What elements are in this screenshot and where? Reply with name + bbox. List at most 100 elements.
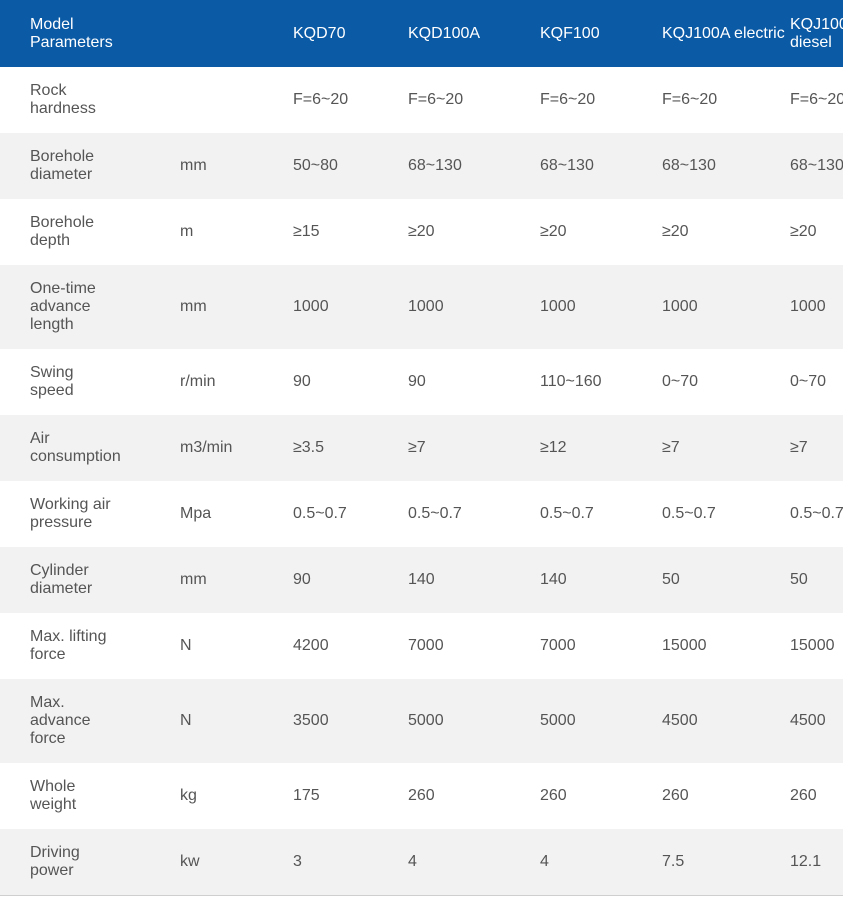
table-cell: 12.1 [790,853,822,870]
table-cell: Max. lifting force [30,628,107,663]
header-cell: KQD70 [293,24,346,42]
table-cell: N [180,712,192,729]
table-cell: 1000 [408,298,444,315]
table-cell: 1000 [293,298,329,315]
table-cell: m [180,223,194,240]
header-row: Model Parameters KQD70 KQD100A KQF100 KQJ100… [0,0,843,67]
table-cell: mm [180,571,207,588]
table-cell: ≥20 [790,223,817,240]
table-cell: 1000 [790,298,826,315]
table-cell: Borehole diameter [30,148,95,183]
table-row: Borehole depth m ≥15 ≥20 ≥20 ≥20 ≥20 [0,199,843,265]
table-cell: 90 [293,373,311,390]
table-cell: ≥7 [408,439,426,456]
table-cell: 1000 [662,298,698,315]
table-cell: F=6~20 [662,91,718,108]
table-cell: 260 [790,787,817,804]
table-cell: 0~70 [790,373,827,390]
table-cell: 90 [408,373,426,390]
table-cell: 3 [293,853,302,870]
header-cell: KQJ100A diesel [790,15,843,51]
table-cell: mm [180,298,207,315]
table-cell: ≥3.5 [293,439,325,456]
table-cell: 90 [293,571,311,588]
table-cell: Rock hardness [30,82,96,117]
table-cell: One-time advance length [30,280,96,333]
table-cell: 0.5~0.7 [540,505,594,522]
table-cell: 3500 [293,712,329,729]
table-cell: F=6~20 [293,91,349,108]
table-row: Whole weight kg 175 260 260 260 260 [0,763,843,829]
table-row: Driving power kw 3 4 4 7.5 12.1 [0,829,843,895]
table-cell: 0.5~0.7 [662,505,716,522]
table-cell: r/min [180,373,216,390]
header-cell: KQJ100A electric [662,24,785,42]
table-cell: Borehole depth [30,214,95,249]
table-cell: 50~80 [293,157,338,174]
table-cell: ≥12 [540,439,567,456]
table-row: One-time advance length mm 1000 1000 1000 100… [0,265,843,349]
table-cell: ≥7 [662,439,680,456]
table-row: Working air pressure Mpa 0.5~0.7 0.5~0.7 0.5… [0,481,843,547]
table-cell: 68~130 [540,157,594,174]
table-cell: 4200 [293,637,329,654]
table-cell: 260 [662,787,689,804]
table-cell: 7000 [540,637,576,654]
table-row: Rock hardness F=6~20 F=6~20 F=6~20 F=6~20 F=6… [0,67,843,133]
table-cell: mm [180,157,207,174]
table-cell: ≥20 [662,223,689,240]
table-cell: kw [180,853,200,870]
table-cell: Swing speed [30,364,74,399]
table-cell: 0~70 [662,373,699,390]
table-cell: 175 [293,787,320,804]
table-cell: Cylinder diameter [30,562,93,597]
table-cell: kg [180,787,197,804]
table-cell: 68~130 [790,157,843,174]
table-cell: ≥20 [408,223,435,240]
table-cell: 0.5~0.7 [408,505,462,522]
table-cell: 1000 [540,298,576,315]
table-cell: 110~160 [540,373,602,390]
table-row: Air consumption m3/min ≥3.5 ≥7 ≥12 ≥7 ≥7 [0,415,843,481]
table-cell: 0.5~0.7 [790,505,843,522]
table-cell: 68~130 [408,157,462,174]
table-cell: 5000 [408,712,444,729]
table-row: Cylinder diameter mm 90 140 140 50 50 [0,547,843,613]
table-cell: ≥7 [790,439,808,456]
table-cell: ≥15 [293,223,320,240]
table-cell: ≥20 [540,223,567,240]
table-cell: 260 [540,787,567,804]
table-cell: N [180,637,192,654]
table-cell: 0.5~0.7 [293,505,347,522]
table-cell: 50 [662,571,680,588]
table-cell: F=6~20 [540,91,596,108]
table-cell: Mpa [180,505,212,522]
header-cell: KQD100A [408,24,481,42]
table-row: Borehole diameter mm 50~80 68~130 68~130 68~1… [0,133,843,199]
table-cell: 7.5 [662,853,685,870]
table-row: Max. lifting force N 4200 7000 7000 15000 1500… [0,613,843,679]
table-cell: 4500 [662,712,698,729]
table-cell: 4500 [790,712,826,729]
table-cell: Driving power [30,844,80,879]
table-cell: Air consumption [30,430,121,465]
table-cell: Working air pressure [30,496,111,531]
header-cell: KQF100 [540,24,600,42]
table-cell: 4 [540,853,549,870]
table-cell: 68~130 [662,157,716,174]
table-cell: Max. advance force [30,694,91,747]
table-row: Max. advance force N 3500 5000 5000 4500 4500 [0,679,843,763]
table-cell: Whole weight [30,778,77,813]
table-cell: 140 [408,571,435,588]
table-cell: 15000 [790,637,835,654]
table-cell: 15000 [662,637,707,654]
table-cell: 5000 [540,712,576,729]
header-cell: Model Parameters [30,15,113,51]
table-cell: m3/min [180,439,233,456]
table-cell: 50 [790,571,808,588]
table-cell: 140 [540,571,567,588]
table-row: Swing speed r/min 90 90 110~160 0~70 0~70 [0,349,843,415]
table-cell: F=6~20 [408,91,464,108]
table-cell: F=6~20 [790,91,843,108]
